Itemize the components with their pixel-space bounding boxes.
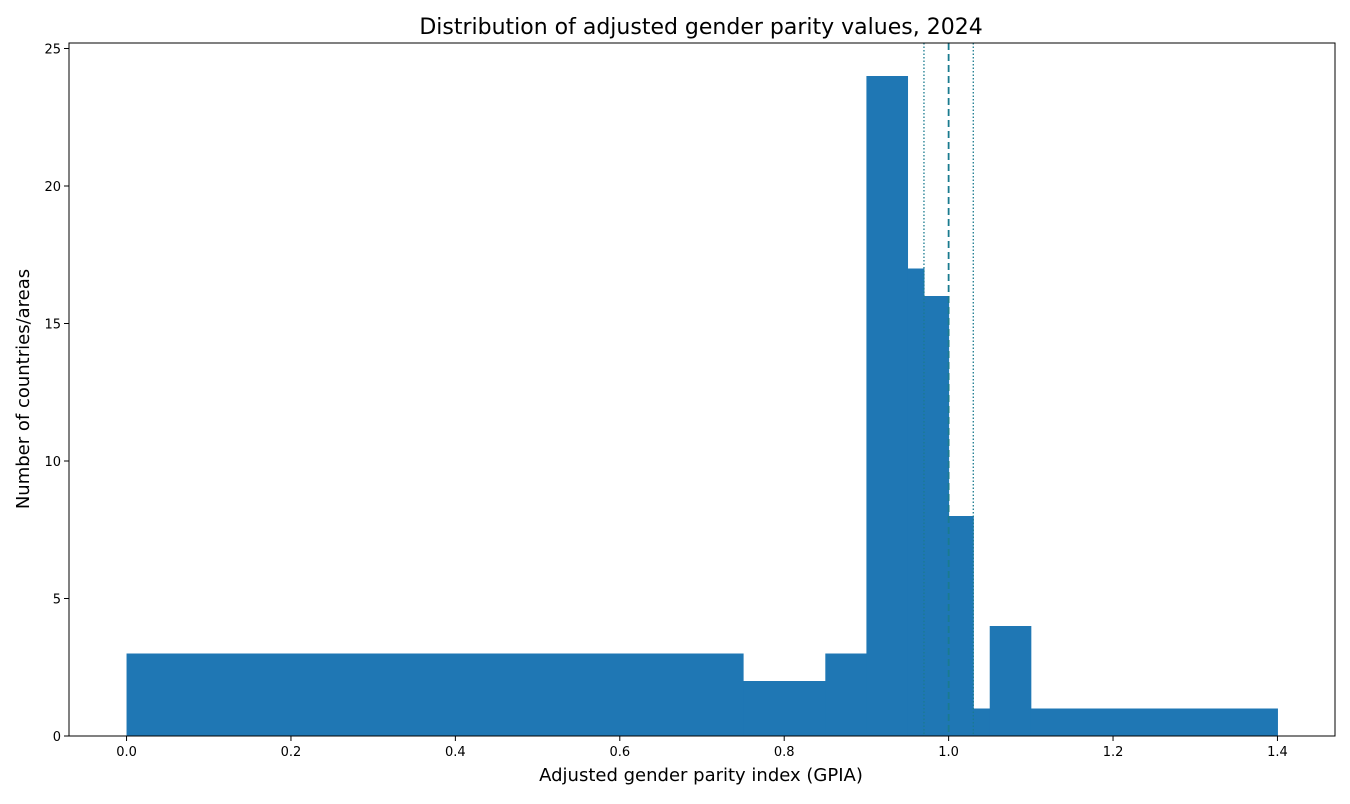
x-ticks: 0.0 0.2 0.4 0.6 0.8 1.0 1.2 1.4 <box>116 736 1288 760</box>
histogram-bar-6 <box>948 516 974 736</box>
y-tick-label-3: 15 <box>44 318 61 333</box>
histogram-bar-0 <box>126 653 744 736</box>
histogram-bar-7 <box>973 708 991 736</box>
x-tick-label-0: 0.0 <box>116 745 137 760</box>
x-tick-label-4: 0.8 <box>774 745 795 760</box>
histogram-bar-9 <box>1030 708 1278 736</box>
reference-lines-layer <box>923 43 974 736</box>
chart-title: Distribution of adjusted gender parity v… <box>419 15 982 40</box>
y-tick-label-0: 0 <box>53 730 61 745</box>
x-axis-label: Adjusted gender parity index (GPIA) <box>539 765 863 786</box>
y-axis-label: Number of countries/areas <box>13 269 34 509</box>
y-tick-label-5: 25 <box>44 43 61 58</box>
bars-layer <box>126 76 1278 736</box>
histogram-bar-3 <box>866 76 909 736</box>
x-tick-label-7: 1.4 <box>1267 745 1288 760</box>
plot-frame <box>68 42 1336 737</box>
histogram-bar-8 <box>989 626 1032 736</box>
histogram-bar-4 <box>907 268 925 736</box>
x-tick-label-3: 0.6 <box>609 745 630 760</box>
histogram-bar-1 <box>743 681 826 736</box>
x-tick-label-6: 1.2 <box>1103 745 1124 760</box>
histogram-bar-5 <box>923 296 950 736</box>
y-tick-label-1: 5 <box>53 593 61 608</box>
x-tick-label-1: 0.2 <box>281 745 302 760</box>
histogram-bar-2 <box>825 653 867 736</box>
x-tick-label-5: 1.0 <box>938 745 959 760</box>
y-tick-label-4: 20 <box>44 180 61 195</box>
y-ticks: 0 5 10 15 20 25 <box>44 43 69 745</box>
x-tick-label-2: 0.4 <box>445 745 466 760</box>
y-tick-label-2: 10 <box>44 455 61 470</box>
